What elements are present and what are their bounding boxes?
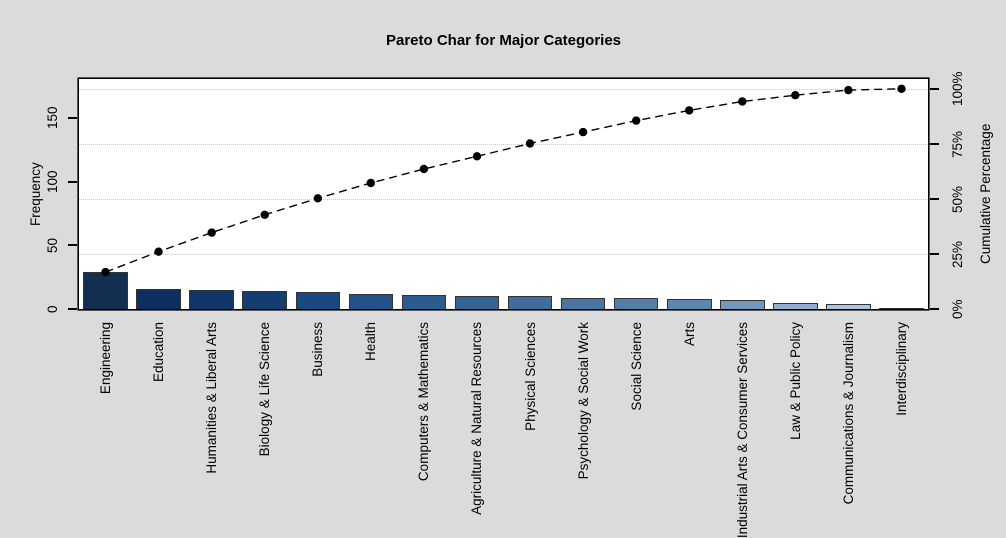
cumulative-point-social-science <box>632 116 641 125</box>
bar-slot <box>132 79 185 309</box>
bar-law-public-policy <box>773 302 818 309</box>
bar-slot <box>397 79 450 309</box>
cumulative-point-humanities-liberal-arts <box>207 228 216 237</box>
y-left-tick-0 <box>68 308 77 310</box>
x-label-humanities-liberal-arts: Humanities & Liberal Arts <box>204 322 220 474</box>
bar-slot <box>450 79 503 309</box>
bar-slot <box>822 79 875 309</box>
cumulative-point-education <box>154 247 163 256</box>
cumulative-point-psychology-social-work <box>578 127 588 137</box>
bar-agriculture-natural-resources <box>454 296 500 309</box>
cumulative-point-physical-sciences <box>525 139 535 148</box>
gridline-100pct <box>79 88 928 90</box>
cumulative-point-communications-journalism <box>844 85 853 95</box>
x-label-biology-life-science: Biology & Life Science <box>257 322 273 457</box>
bar-slot <box>610 79 663 309</box>
x-label-business: Business <box>310 322 326 377</box>
x-label-physical-sciences: Physical Sciences <box>522 322 538 431</box>
cumulative-point-engineering <box>101 267 110 277</box>
x-label-education: Education <box>151 322 167 383</box>
bar-slot <box>875 79 928 309</box>
x-label-communications-journalism: Communications & Journalism <box>840 322 856 505</box>
x-label-psychology-social-work: Psychology & Social Work <box>575 322 591 480</box>
cumulative-line-layer <box>101 84 906 277</box>
cumulative-point-computers-mathematics <box>419 164 429 174</box>
bar-health <box>348 293 394 309</box>
bar-communications-journalism <box>826 303 871 309</box>
y-right-tick-50 <box>930 197 939 200</box>
bars-container <box>79 79 928 309</box>
y-right-tick-25 <box>930 252 939 255</box>
y-left-tick-50 <box>68 244 77 247</box>
x-label-computers-mathematics: Computers & Mathematics <box>416 322 432 482</box>
x-label-arts: Arts <box>681 322 697 347</box>
bar-slot <box>557 79 610 309</box>
cumulative-point-business <box>313 194 322 203</box>
bar-slot <box>716 79 769 309</box>
x-label-health: Health <box>363 322 379 362</box>
plot-area <box>79 79 928 309</box>
y-left-tick-150 <box>68 117 77 120</box>
y-axis-right-title: Cumulative Percentage <box>978 123 993 265</box>
x-label-law-public-policy: Law & Public Policy <box>787 322 803 440</box>
bar-social-science <box>613 297 659 309</box>
cumulative-point-interdisciplinary <box>897 84 906 93</box>
bar-arts <box>666 298 712 309</box>
bar-slot <box>185 79 238 309</box>
y-left-tick-100 <box>68 180 77 183</box>
cumulative-point-health <box>366 178 375 188</box>
bar-business <box>295 292 341 309</box>
bar-psychology-social-work <box>560 297 606 309</box>
gridline-50pct <box>79 198 928 200</box>
cumulative-point-law-public-policy <box>791 91 800 100</box>
chart-title: Pareto Char for Major Categories <box>385 32 622 49</box>
bar-slot <box>769 79 822 309</box>
bar-slot <box>663 79 716 309</box>
cumulative-point-industrial-arts-consumer-services <box>738 97 747 106</box>
y-right-tick-75 <box>930 142 939 145</box>
gridline-75pct <box>79 143 928 145</box>
x-label-agriculture-natural-resources: Agriculture & Natural Resources <box>469 322 485 515</box>
gridline-25pct <box>79 253 928 255</box>
y-axis-left-title: Frequency <box>28 162 43 226</box>
bar-computers-mathematics <box>401 295 447 309</box>
bar-industrial-arts-consumer-services <box>720 300 765 309</box>
y-right-tick-label-100: 100% <box>950 71 965 107</box>
bar-physical-sciences <box>507 296 553 309</box>
bar-humanities-liberal-arts <box>189 289 234 309</box>
bar-slot <box>238 79 291 309</box>
cumulative-point-agriculture-natural-resources <box>472 152 482 161</box>
x-label-engineering: Engineering <box>98 322 114 395</box>
x-label-social-science: Social Science <box>628 322 644 411</box>
bar-slot <box>504 79 557 309</box>
bar-slot <box>291 79 344 309</box>
y-left-tick-label-150: 150 <box>45 106 60 130</box>
x-label-interdisciplinary: Interdisciplinary <box>893 322 909 416</box>
bar-interdisciplinary <box>879 307 924 309</box>
y-right-tick-100 <box>930 87 939 90</box>
cumulative-point-biology-life-science <box>260 210 269 219</box>
cumulative-point-arts <box>685 106 694 115</box>
cumulative-line <box>105 88 902 273</box>
bar-biology-life-science <box>242 291 287 309</box>
bar-education <box>136 288 181 309</box>
bar-slot <box>344 79 397 309</box>
y-right-tick-0 <box>930 308 939 310</box>
